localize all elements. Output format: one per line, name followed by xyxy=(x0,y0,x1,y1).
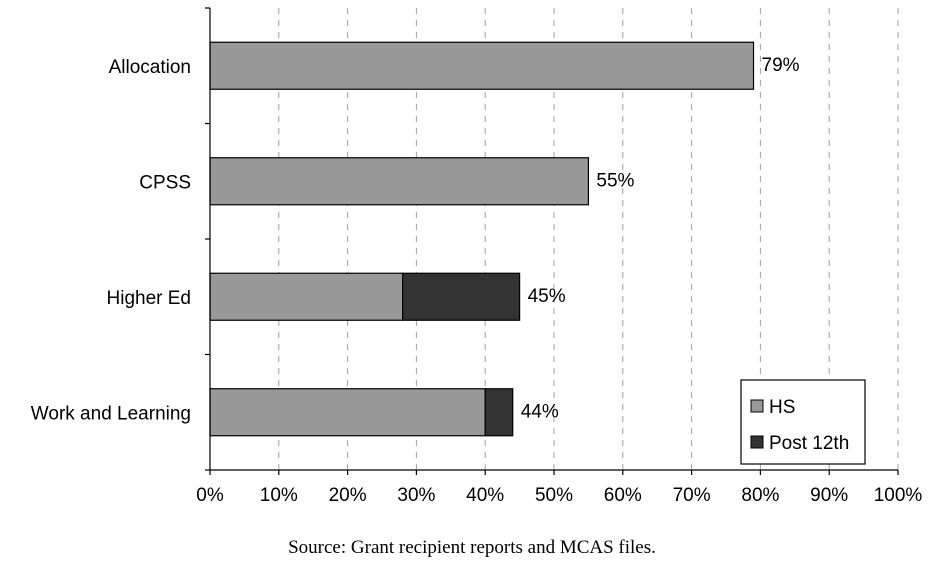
x-tick-label: 20% xyxy=(329,485,367,506)
axes xyxy=(205,7,899,475)
total-data-label: 44% xyxy=(521,401,559,422)
x-tick-label: 0% xyxy=(196,485,224,506)
x-tick-label: 30% xyxy=(397,485,435,506)
category-labels: Allocation CPSS Higher Ed Work and Learning xyxy=(31,57,191,425)
legend-label: Post 12th xyxy=(769,433,849,454)
category-label: Allocation xyxy=(109,57,191,78)
legend-swatch xyxy=(750,399,764,413)
total-data-label: 79% xyxy=(762,55,800,76)
category-label: Higher Ed xyxy=(107,288,192,309)
category-label: CPSS xyxy=(139,172,191,193)
x-tick-label: 80% xyxy=(741,485,779,506)
x-tick-label: 60% xyxy=(604,485,642,506)
legend: HS Post 12th xyxy=(740,379,866,465)
total-data-label: 55% xyxy=(596,170,634,191)
x-tick-label: 50% xyxy=(535,485,573,506)
bar-segment xyxy=(484,388,514,437)
bar-segment xyxy=(209,272,404,321)
x-tick-label: 100% xyxy=(874,485,923,506)
x-tick-label: 70% xyxy=(673,485,711,506)
legend-label: HS xyxy=(769,397,795,418)
x-tick-labels: 0% 10% 20% 30% 40% 50% 60% 70% 80% 90% 100% xyxy=(196,485,922,506)
bar-segment xyxy=(209,388,486,437)
bar-segment xyxy=(209,157,589,206)
x-tick-label: 90% xyxy=(810,485,848,506)
x-tick-label: 40% xyxy=(466,485,504,506)
x-tick-label: 10% xyxy=(260,485,298,506)
data-labels: 79% 55% 45% 44% xyxy=(521,55,800,423)
legend-box xyxy=(740,379,866,465)
bar-segment xyxy=(209,41,755,90)
legend-swatch xyxy=(750,435,764,449)
bar-segment xyxy=(402,272,521,321)
total-data-label: 45% xyxy=(528,286,566,307)
bars xyxy=(209,41,755,437)
source-note: Source: Grant recipient reports and MCAS… xyxy=(288,537,656,558)
category-label: Work and Learning xyxy=(31,403,191,424)
